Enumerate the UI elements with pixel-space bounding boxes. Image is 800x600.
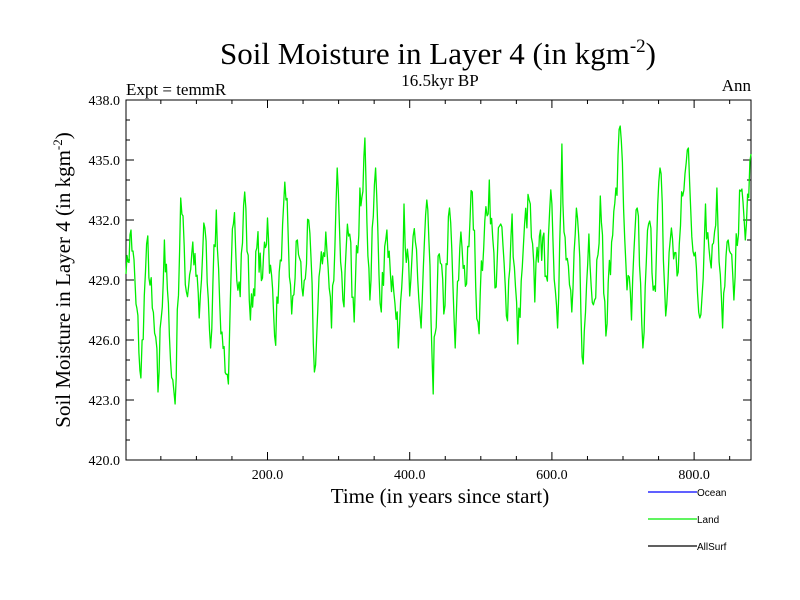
legend: Ocean Land AllSurf xyxy=(648,488,727,553)
y-tick-label: 432.0 xyxy=(89,214,121,229)
y-tick-label: 438.0 xyxy=(89,94,121,109)
y-tick-label: 435.0 xyxy=(89,154,121,169)
y-axis-title: Soil Moisture in Layer 4 (in kgm-2) xyxy=(50,132,75,427)
plot-frame xyxy=(125,99,752,461)
season-label: Ann xyxy=(722,76,752,95)
y-tick-label: 423.0 xyxy=(89,394,121,409)
legend-label-ocean: Ocean xyxy=(697,488,726,499)
x-axis: 200.0 400.0 600.0 800.0 xyxy=(160,100,731,483)
legend-label-allsurf: AllSurf xyxy=(697,542,727,553)
series-layer xyxy=(125,125,752,405)
legend-label-land: Land xyxy=(697,515,719,526)
y-tick-label: 426.0 xyxy=(89,334,121,349)
chart-title: Soil Moisture in Layer 4 (in kgm-2) xyxy=(220,36,656,71)
x-tick-label: 800.0 xyxy=(678,468,710,483)
chart-subtitle: 16.5kyr BP xyxy=(401,71,478,90)
y-tick-label: 420.0 xyxy=(89,454,121,469)
x-tick-label: 200.0 xyxy=(252,468,284,483)
x-tick-label: 400.0 xyxy=(394,468,426,483)
experiment-label: Expt = temmR xyxy=(126,80,227,99)
x-tick-label: 600.0 xyxy=(536,468,568,483)
y-axis: 420.0 423.0 426.0 429.0 432.0 435.0 438.0 xyxy=(89,94,751,469)
y-tick-label: 429.0 xyxy=(89,274,121,289)
series-line-land xyxy=(125,125,752,405)
x-axis-title: Time (in years since start) xyxy=(331,484,550,508)
